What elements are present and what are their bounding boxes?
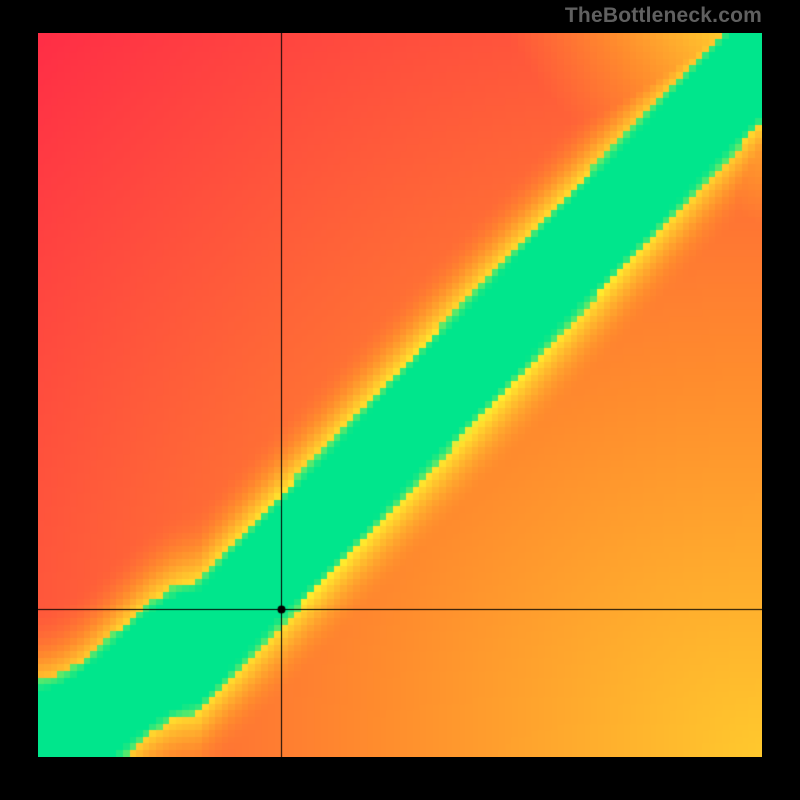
heatmap-plot [38, 33, 762, 757]
heatmap-canvas [38, 33, 762, 757]
chart-container: TheBottleneck.com [0, 0, 800, 800]
watermark-text: TheBottleneck.com [565, 4, 762, 28]
